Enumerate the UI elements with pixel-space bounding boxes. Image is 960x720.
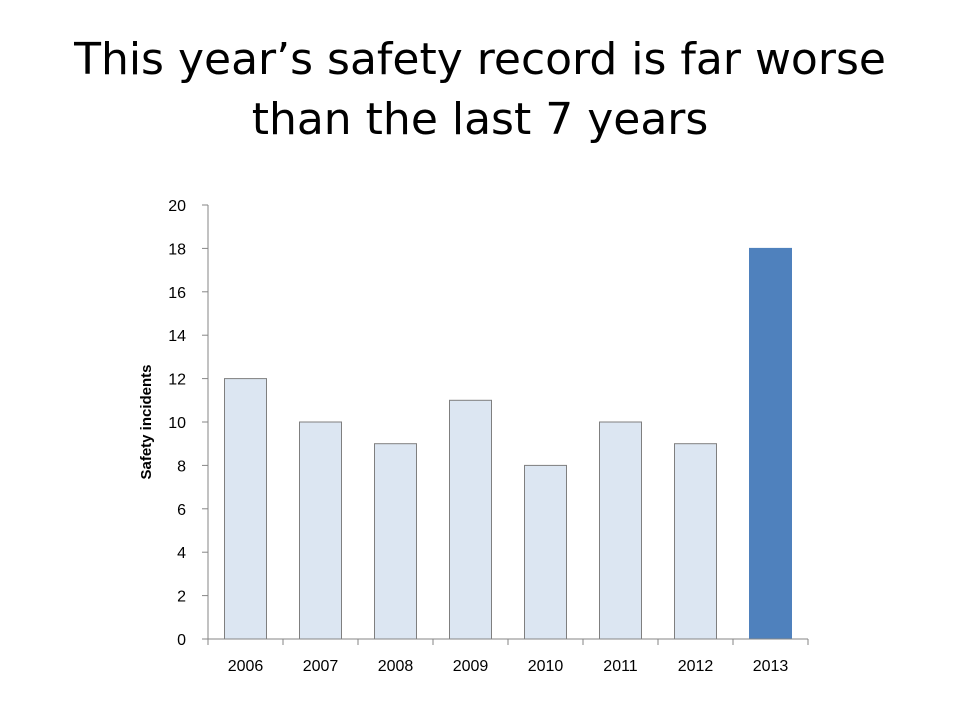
x-axis-ticks: 2006 2007 2008 2009 2010 2011 2012 2013 bbox=[207, 639, 809, 675]
y-tick-label: 2 bbox=[177, 589, 186, 606]
bar-2011 bbox=[599, 421, 642, 640]
y-tick-label: 20 bbox=[168, 198, 186, 215]
x-tick-label-2006: 2006 bbox=[228, 658, 264, 675]
x-tick-label-2011: 2011 bbox=[603, 658, 638, 675]
slide-title: This year’s safety record is far worse t… bbox=[74, 34, 886, 145]
x-tick-label-2012: 2012 bbox=[678, 658, 714, 675]
x-tick-label-2009: 2009 bbox=[453, 658, 489, 675]
y-tick-label: 8 bbox=[177, 458, 186, 475]
bar-2010 bbox=[524, 464, 567, 640]
x-tick-label-2010: 2010 bbox=[528, 658, 564, 675]
x-tick-label-2013: 2013 bbox=[753, 658, 789, 675]
y-tick-label: 4 bbox=[177, 545, 186, 562]
x-tick-label-2008: 2008 bbox=[378, 658, 414, 675]
bars bbox=[224, 247, 792, 640]
bar-2009 bbox=[449, 399, 492, 640]
y-tick-label: 18 bbox=[168, 241, 186, 258]
y-tick-label: 0 bbox=[177, 632, 186, 649]
bar-2012 bbox=[674, 443, 717, 640]
y-tick-label: 16 bbox=[168, 285, 186, 302]
y-tick-label: 6 bbox=[177, 502, 186, 519]
y-tick-label: 14 bbox=[168, 328, 186, 345]
y-axis-ticks: 0 2 4 6 8 10 12 14 16 18 20 bbox=[168, 198, 208, 649]
y-axis-title: Safety incidents bbox=[138, 364, 155, 479]
bar-2008 bbox=[374, 443, 417, 640]
y-tick-label: 12 bbox=[168, 372, 186, 389]
x-tick-label-2007: 2007 bbox=[303, 658, 339, 675]
bar-2013 bbox=[749, 247, 792, 640]
y-tick-label: 10 bbox=[168, 415, 186, 432]
bar-2006 bbox=[224, 378, 267, 640]
bar-2007 bbox=[299, 421, 342, 640]
